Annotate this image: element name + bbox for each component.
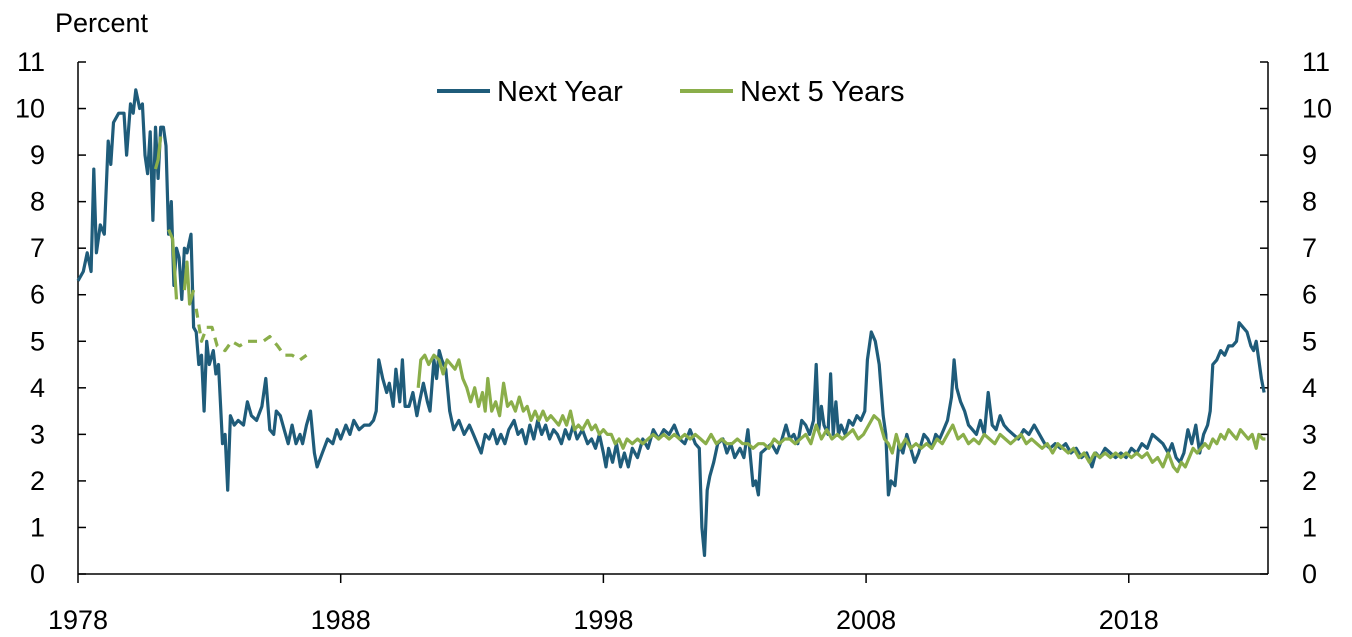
left-y-tick-label: 3 — [30, 419, 45, 449]
right-y-tick-label: 0 — [1302, 559, 1317, 589]
right-y-tick-label: 5 — [1302, 326, 1317, 356]
legend: Next Year Next 5 Years — [437, 76, 904, 108]
x-tick-label: 2008 — [836, 605, 896, 635]
x-tick-label: 1998 — [573, 605, 633, 635]
left-y-tick-label: 6 — [30, 280, 45, 310]
left-y-tick-label: 4 — [30, 373, 45, 403]
left-y-tick-label: 10 — [15, 94, 45, 124]
series-line-next-5-years-1 — [153, 136, 163, 170]
legend-label-next-5-years: Next 5 Years — [740, 76, 904, 108]
left-y-tick-label: 8 — [30, 187, 45, 217]
right-y-tick-label: 3 — [1302, 419, 1317, 449]
x-tick-label: 1988 — [311, 605, 371, 635]
right-y-tick-label: 4 — [1302, 373, 1317, 403]
right-y-tick-label: 6 — [1302, 280, 1317, 310]
legend-label-next-year: Next Year — [497, 76, 623, 108]
left-y-tick-label: 2 — [30, 466, 45, 496]
right-y-tick-label: 1 — [1302, 512, 1317, 542]
series-line-next-year — [76, 88, 1266, 557]
series-line-next-5-years-3 — [182, 260, 196, 306]
left-y-tick-label: 0 — [30, 559, 45, 589]
right-y-tick-label: 11 — [1302, 47, 1330, 77]
right-y-tick-label: 2 — [1302, 466, 1317, 496]
x-tick-label: 2018 — [1099, 605, 1159, 635]
x-axis: 1978 1988 1998 2008 2018 — [48, 574, 1159, 635]
right-y-tick-label: 9 — [1302, 140, 1317, 170]
left-y-axis: 0 1 2 3 4 5 6 7 8 9 10 11 — [15, 47, 86, 589]
series-line-next-5-years-5 — [416, 353, 1266, 474]
series-line-next-5-years-4 — [194, 308, 308, 362]
left-y-tick-label: 9 — [30, 140, 45, 170]
left-y-tick-label: 7 — [30, 233, 45, 263]
left-y-tick-label: 11 — [17, 47, 45, 77]
y-axis-unit-label: Percent — [55, 8, 149, 38]
left-y-tick-label: 1 — [30, 512, 45, 542]
series-layer — [76, 88, 1266, 557]
right-y-tick-label: 10 — [1302, 94, 1332, 124]
right-y-tick-label: 7 — [1302, 233, 1317, 263]
series-line-next-5-years-2 — [167, 228, 179, 300]
right-y-tick-label: 8 — [1302, 187, 1317, 217]
plot-frame — [77, 62, 1269, 575]
right-y-axis: 0 1 2 3 4 5 6 7 8 9 10 11 — [1260, 47, 1332, 589]
left-y-tick-label: 5 — [30, 326, 45, 356]
x-tick-label: 1978 — [48, 605, 108, 635]
